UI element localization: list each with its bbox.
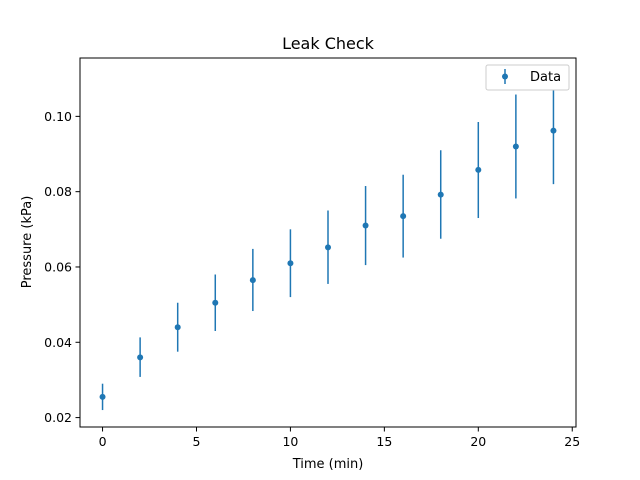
y-axis-label: Pressure (kPa) [20,196,35,289]
y-axis: 0.02 0.04 0.06 0.08 0.10 [44,109,80,425]
x-tick-label: 25 [564,434,580,449]
series-layer [99,77,557,411]
data-point [325,244,331,251]
x-tick-label: 0 [99,434,107,449]
data-point [362,222,369,229]
y-tick-label: 0.04 [44,335,72,350]
y-tick-label: 0.10 [44,109,72,124]
data-point [287,260,294,267]
data-point [550,127,557,134]
legend-label: Data [530,70,561,85]
plot-frame [79,57,577,428]
y-tick-label: 0.08 [44,184,72,199]
legend-marker-icon [502,73,508,80]
data-point [249,277,256,284]
legend: Data [485,64,570,91]
data-point [137,354,144,361]
legend-box [485,64,570,91]
data-point [437,191,444,198]
data-point [475,166,482,173]
x-axis: 0 5 10 15 20 25 [99,427,580,449]
chart-title: Leak Check [282,34,375,53]
x-tick-label: 5 [193,434,201,449]
x-tick-label: 20 [470,434,486,449]
data-point [174,324,181,331]
x-tick-label: 15 [376,434,392,449]
x-axis-label: Time (min) [292,457,364,472]
data-point [512,143,519,150]
y-tick-label: 0.06 [44,259,72,274]
y-tick-label: 0.02 [44,410,72,425]
x-tick-label: 10 [282,434,298,449]
data-point [212,299,219,306]
data-point [99,393,106,400]
data-point [400,213,407,220]
